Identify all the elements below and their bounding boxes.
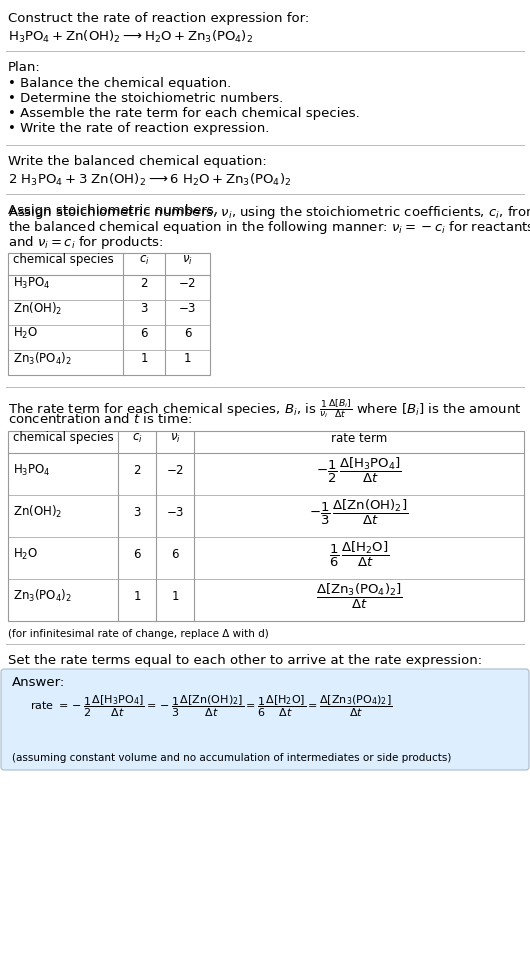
Text: $c_i$: $c_i$	[131, 431, 143, 445]
Text: The rate term for each chemical species, $B_i$, is $\frac{1}{\nu_i}\frac{\Delta[: The rate term for each chemical species,…	[8, 397, 522, 420]
Text: the balanced chemical equation in the following manner: $\nu_i = -c_i$ for react: the balanced chemical equation in the fo…	[8, 219, 530, 236]
Text: $\nu_i$: $\nu_i$	[182, 254, 193, 267]
Text: 1: 1	[184, 352, 191, 365]
Text: $\mathrm{H_2O}$: $\mathrm{H_2O}$	[13, 326, 38, 341]
Text: chemical species: chemical species	[13, 431, 114, 445]
Text: Assign stoichiometric numbers, $\nu_i$, using the stoichiometric coefficients, $: Assign stoichiometric numbers, $\nu_i$, …	[8, 204, 530, 221]
Text: $\mathrm{H_3PO_4 + Zn(OH)_2 \longrightarrow H_2O + Zn_3(PO_4)_2}$: $\mathrm{H_3PO_4 + Zn(OH)_2 \longrightar…	[8, 29, 253, 45]
Text: (assuming constant volume and no accumulation of intermediates or side products): (assuming constant volume and no accumul…	[12, 753, 452, 763]
Text: $\dfrac{1}{6}\,\dfrac{\Delta[\mathrm{H_2O}]}{\Delta t}$: $\dfrac{1}{6}\,\dfrac{\Delta[\mathrm{H_2…	[329, 539, 389, 568]
Text: 1: 1	[140, 352, 148, 365]
Text: $\mathrm{2\ H_3PO_4 + 3\ Zn(OH)_2 \longrightarrow 6\ H_2O + Zn_3(PO_4)_2}$: $\mathrm{2\ H_3PO_4 + 3\ Zn(OH)_2 \longr…	[8, 172, 292, 188]
Text: $-3$: $-3$	[166, 506, 184, 518]
Text: 6: 6	[140, 327, 148, 340]
Text: 1: 1	[171, 590, 179, 603]
Text: $\mathrm{H_3PO_4}$: $\mathrm{H_3PO_4}$	[13, 463, 51, 477]
Text: and $\nu_i = c_i$ for products:: and $\nu_i = c_i$ for products:	[8, 234, 164, 251]
Text: 6: 6	[171, 548, 179, 561]
Text: (for infinitesimal rate of change, replace Δ with d): (for infinitesimal rate of change, repla…	[8, 629, 269, 639]
Text: $-2$: $-2$	[166, 464, 184, 476]
Text: $\nu_i$: $\nu_i$	[170, 431, 180, 445]
Bar	[8, 253, 210, 375]
Text: concentration and $t$ is time:: concentration and $t$ is time:	[8, 412, 192, 426]
Text: $\mathrm{Zn_3(PO_4)_2}$: $\mathrm{Zn_3(PO_4)_2}$	[13, 351, 72, 367]
Text: 6: 6	[184, 327, 191, 340]
Text: • Balance the chemical equation.: • Balance the chemical equation.	[8, 77, 231, 90]
Text: rate $= -\dfrac{1}{2}\dfrac{\Delta[\mathrm{H_3PO_4}]}{\Delta t}= -\dfrac{1}{3}\d: rate $= -\dfrac{1}{2}\dfrac{\Delta[\math…	[30, 694, 393, 719]
Text: 2: 2	[140, 277, 148, 290]
Text: $\mathrm{Zn(OH)_2}$: $\mathrm{Zn(OH)_2}$	[13, 504, 63, 520]
Text: • Determine the stoichiometric numbers.: • Determine the stoichiometric numbers.	[8, 92, 283, 105]
Text: $-\dfrac{1}{2}\,\dfrac{\Delta[\mathrm{H_3PO_4}]}{\Delta t}$: $-\dfrac{1}{2}\,\dfrac{\Delta[\mathrm{H_…	[316, 456, 402, 485]
Text: $\mathrm{H_3PO_4}$: $\mathrm{H_3PO_4}$	[13, 276, 51, 291]
Text: 2: 2	[133, 464, 141, 476]
Text: Set the rate terms equal to each other to arrive at the rate expression:: Set the rate terms equal to each other t…	[8, 654, 482, 667]
Text: Plan:: Plan:	[8, 61, 41, 74]
Text: $\mathrm{H_2O}$: $\mathrm{H_2O}$	[13, 547, 38, 562]
Text: rate term: rate term	[331, 431, 387, 445]
Text: • Write the rate of reaction expression.: • Write the rate of reaction expression.	[8, 122, 269, 135]
Text: $-2$: $-2$	[179, 277, 197, 290]
Text: chemical species: chemical species	[13, 254, 114, 267]
Text: 3: 3	[134, 506, 140, 518]
Text: Answer:: Answer:	[12, 676, 65, 689]
Text: $\dfrac{\Delta[\mathrm{Zn_3(PO_4)_2}]}{\Delta t}$: $\dfrac{\Delta[\mathrm{Zn_3(PO_4)_2}]}{\…	[316, 581, 402, 611]
Text: Write the balanced chemical equation:: Write the balanced chemical equation:	[8, 155, 267, 168]
Text: • Assemble the rate term for each chemical species.: • Assemble the rate term for each chemic…	[8, 107, 360, 120]
Text: $\mathrm{Zn(OH)_2}$: $\mathrm{Zn(OH)_2}$	[13, 301, 63, 317]
Bar	[8, 431, 524, 621]
FancyBboxPatch shape	[1, 669, 529, 770]
Text: 1: 1	[133, 590, 141, 603]
Text: $c_i$: $c_i$	[139, 254, 149, 267]
Text: $\mathrm{Zn_3(PO_4)_2}$: $\mathrm{Zn_3(PO_4)_2}$	[13, 588, 72, 604]
Text: 3: 3	[140, 302, 148, 315]
Text: $-3$: $-3$	[178, 302, 197, 315]
Text: $-\dfrac{1}{3}\,\dfrac{\Delta[\mathrm{Zn(OH)_2}]}{\Delta t}$: $-\dfrac{1}{3}\,\dfrac{\Delta[\mathrm{Zn…	[310, 498, 409, 526]
Text: Assign stoichiometric numbers,: Assign stoichiometric numbers,	[8, 204, 222, 217]
Text: Construct the rate of reaction expression for:: Construct the rate of reaction expressio…	[8, 12, 309, 25]
Text: 6: 6	[133, 548, 141, 561]
